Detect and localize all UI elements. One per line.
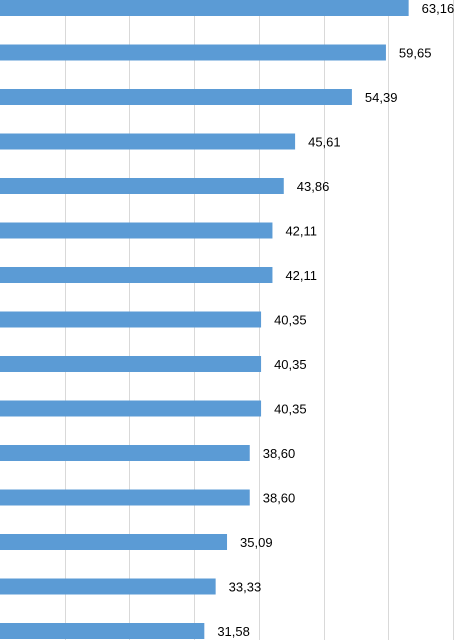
data-label-11: 38,60 bbox=[263, 446, 296, 461]
bar-4 bbox=[0, 133, 296, 150]
data-label-1: 63,16 bbox=[422, 1, 455, 16]
data-label-10: 40,35 bbox=[274, 402, 307, 417]
bar-7 bbox=[0, 267, 273, 283]
bar-3 bbox=[0, 89, 352, 105]
bar-1 bbox=[0, 0, 409, 16]
data-label-7: 42,11 bbox=[285, 268, 317, 283]
data-label-8: 40,35 bbox=[274, 313, 307, 328]
bar-5 bbox=[0, 178, 284, 194]
data-label-13: 35,09 bbox=[240, 535, 273, 550]
bar-2 bbox=[0, 44, 386, 61]
data-label-14: 33,33 bbox=[229, 580, 262, 595]
bar-8 bbox=[0, 311, 262, 328]
data-label-6: 42,11 bbox=[285, 224, 317, 239]
bar-10 bbox=[0, 400, 262, 417]
data-label-3: 54,39 bbox=[365, 90, 398, 105]
data-label-4: 45,61 bbox=[308, 135, 341, 150]
bar-12 bbox=[0, 489, 250, 506]
data-label-2: 59,65 bbox=[399, 46, 432, 61]
data-labels: 63,16 59,65 54,39 45,61 43,86 42,11 42,11 40,35… bbox=[217, 1, 454, 639]
bar-6 bbox=[0, 222, 273, 239]
data-label-12: 38,60 bbox=[263, 491, 296, 506]
bars bbox=[0, 0, 409, 639]
bar-11 bbox=[0, 445, 250, 461]
bar-15 bbox=[0, 623, 205, 639]
bar-14 bbox=[0, 578, 216, 595]
bar-9 bbox=[0, 356, 262, 372]
bar-13 bbox=[0, 534, 228, 550]
data-label-15: 31,58 bbox=[217, 624, 250, 639]
data-label-5: 43,86 bbox=[297, 179, 330, 194]
data-label-9: 40,35 bbox=[274, 357, 307, 372]
